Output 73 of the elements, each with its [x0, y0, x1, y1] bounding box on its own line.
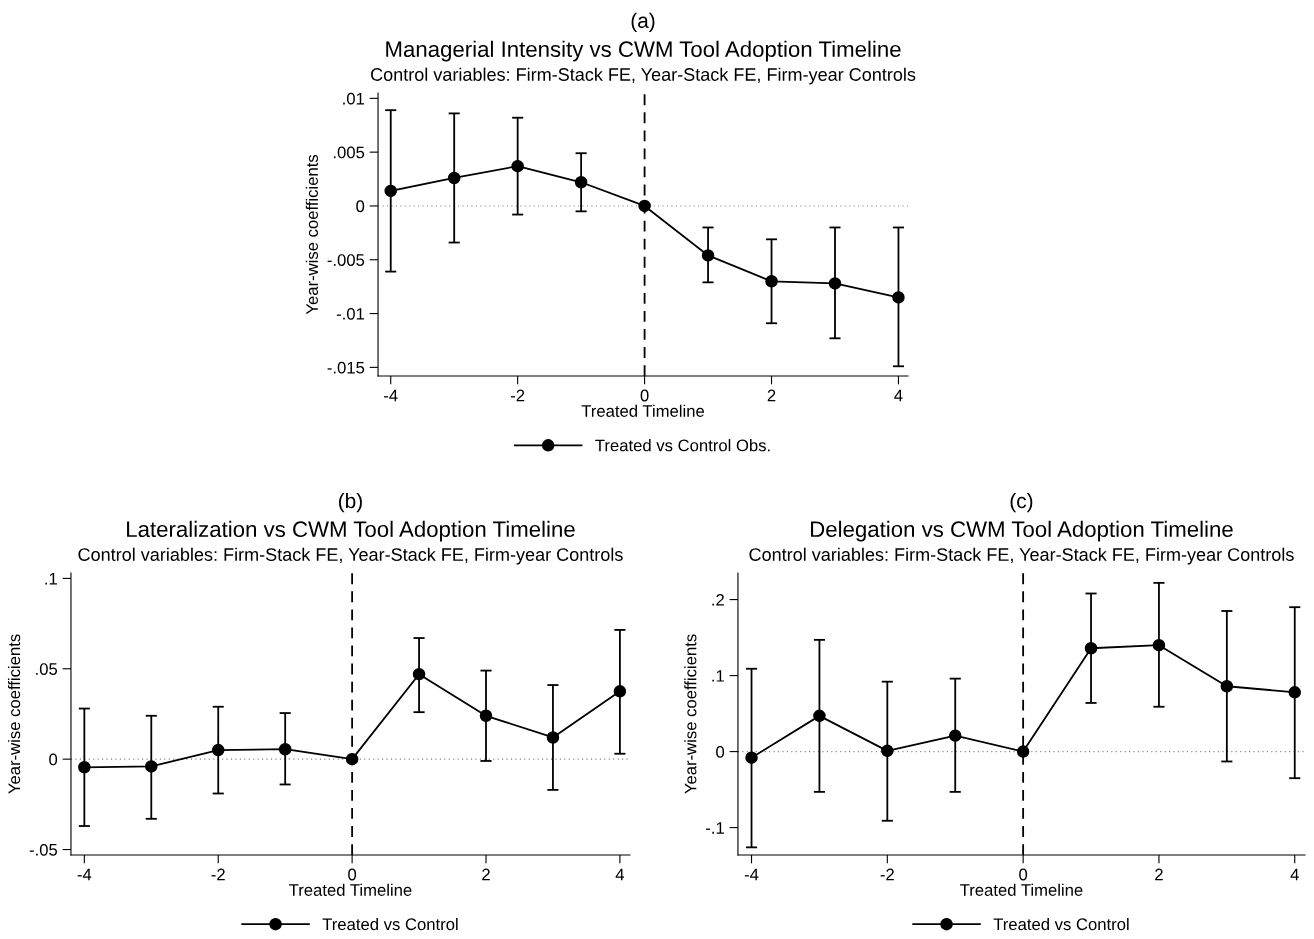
x-tick-label: -4 [77, 868, 92, 881]
y-axis-title: Year-wise coefficients [7, 634, 21, 794]
y-tick-label: -.1 [706, 822, 724, 834]
chart-subtitle: Control variables: Firm-Stack FE, Year-Stack FE, Firm-year Controls [749, 547, 1294, 565]
x-tick-label: 4 [894, 389, 903, 402]
y-axis-title: Year-wise coefficients [305, 154, 319, 315]
point [384, 184, 397, 198]
y-tick-label: .05 [36, 663, 58, 675]
y-tick-label: .005 [333, 146, 365, 159]
x-tick-label: 2 [1155, 868, 1163, 881]
point [613, 685, 627, 698]
y-tick-label: -.015 [327, 361, 365, 374]
y-tick-label: .1 [45, 572, 57, 585]
legend-label: Treated vs Control [993, 917, 1129, 931]
chart-title: Lateralization vs CWM Tool Adoption Timeline [127, 520, 575, 542]
point [511, 159, 524, 173]
x-tick-label: -4 [744, 868, 759, 881]
x-tick-label: 2 [482, 868, 490, 881]
legend-label: Treated vs Control [322, 917, 458, 931]
chart-title: Managerial Intensity vs CWM Tool Adoption Timeline [386, 40, 901, 62]
text: (a) [631, 12, 655, 33]
point [479, 709, 493, 723]
point [574, 176, 588, 189]
x-tick-label: 2 [767, 389, 776, 402]
x-tick-label: -2 [880, 868, 894, 881]
chart-subtitle: Control variables: Firm-Stack FE, Year-Stack FE, Firm-year Controls [78, 547, 623, 565]
point [1152, 638, 1166, 652]
point [881, 744, 894, 758]
text: (c) [1010, 492, 1033, 513]
x-tick-label: 0 [1019, 868, 1028, 881]
point [638, 199, 651, 213]
y-tick-label: .01 [343, 92, 365, 105]
x-tick-label: -4 [384, 389, 398, 402]
point [211, 743, 225, 757]
point [1016, 745, 1030, 758]
point [1288, 686, 1301, 699]
y-axis-title: Year-wise coefficients [684, 634, 697, 794]
point [412, 667, 426, 681]
point [1084, 641, 1098, 655]
point [701, 249, 715, 262]
point [745, 751, 758, 764]
point [892, 291, 905, 304]
point [145, 760, 158, 773]
y-tick-label: .1 [712, 670, 724, 682]
point [948, 729, 962, 742]
x-axis-title: Treated Timeline [960, 883, 1083, 896]
y-tick-label: 0 [49, 753, 58, 766]
x-tick-label: 4 [615, 868, 625, 881]
y-tick-label: 0 [356, 200, 365, 213]
legend-label: Treated vs Control Obs. [595, 439, 770, 452]
x-tick-label: 4 [1290, 868, 1299, 881]
point [1220, 679, 1234, 693]
y-tick-label: -.01 [336, 307, 365, 320]
x-axis-title: Treated Timeline [289, 883, 412, 896]
y-tick-label: 0 [716, 745, 725, 758]
y-tick-label: -.005 [327, 254, 365, 266]
x-tick-label: 0 [640, 389, 649, 402]
text: (b) [339, 492, 362, 513]
x-axis-title: Treated Timeline [581, 404, 705, 417]
chart-subtitle: Control variables: Firm-Stack FE, Year-Stack FE, Firm-year Controls [371, 67, 916, 85]
x-tick-label: -2 [510, 389, 525, 402]
chart-title: Delegation vs CWM Tool Adoption Timeline [811, 520, 1233, 542]
point [78, 761, 91, 774]
y-tick-label: .2 [712, 593, 724, 606]
point [828, 277, 842, 290]
point [447, 171, 461, 185]
point [765, 275, 778, 288]
point [546, 731, 560, 744]
point [345, 752, 359, 766]
point [813, 709, 826, 723]
y-tick-label: -.05 [29, 843, 58, 856]
point [278, 742, 292, 756]
x-tick-label: -2 [211, 868, 225, 881]
